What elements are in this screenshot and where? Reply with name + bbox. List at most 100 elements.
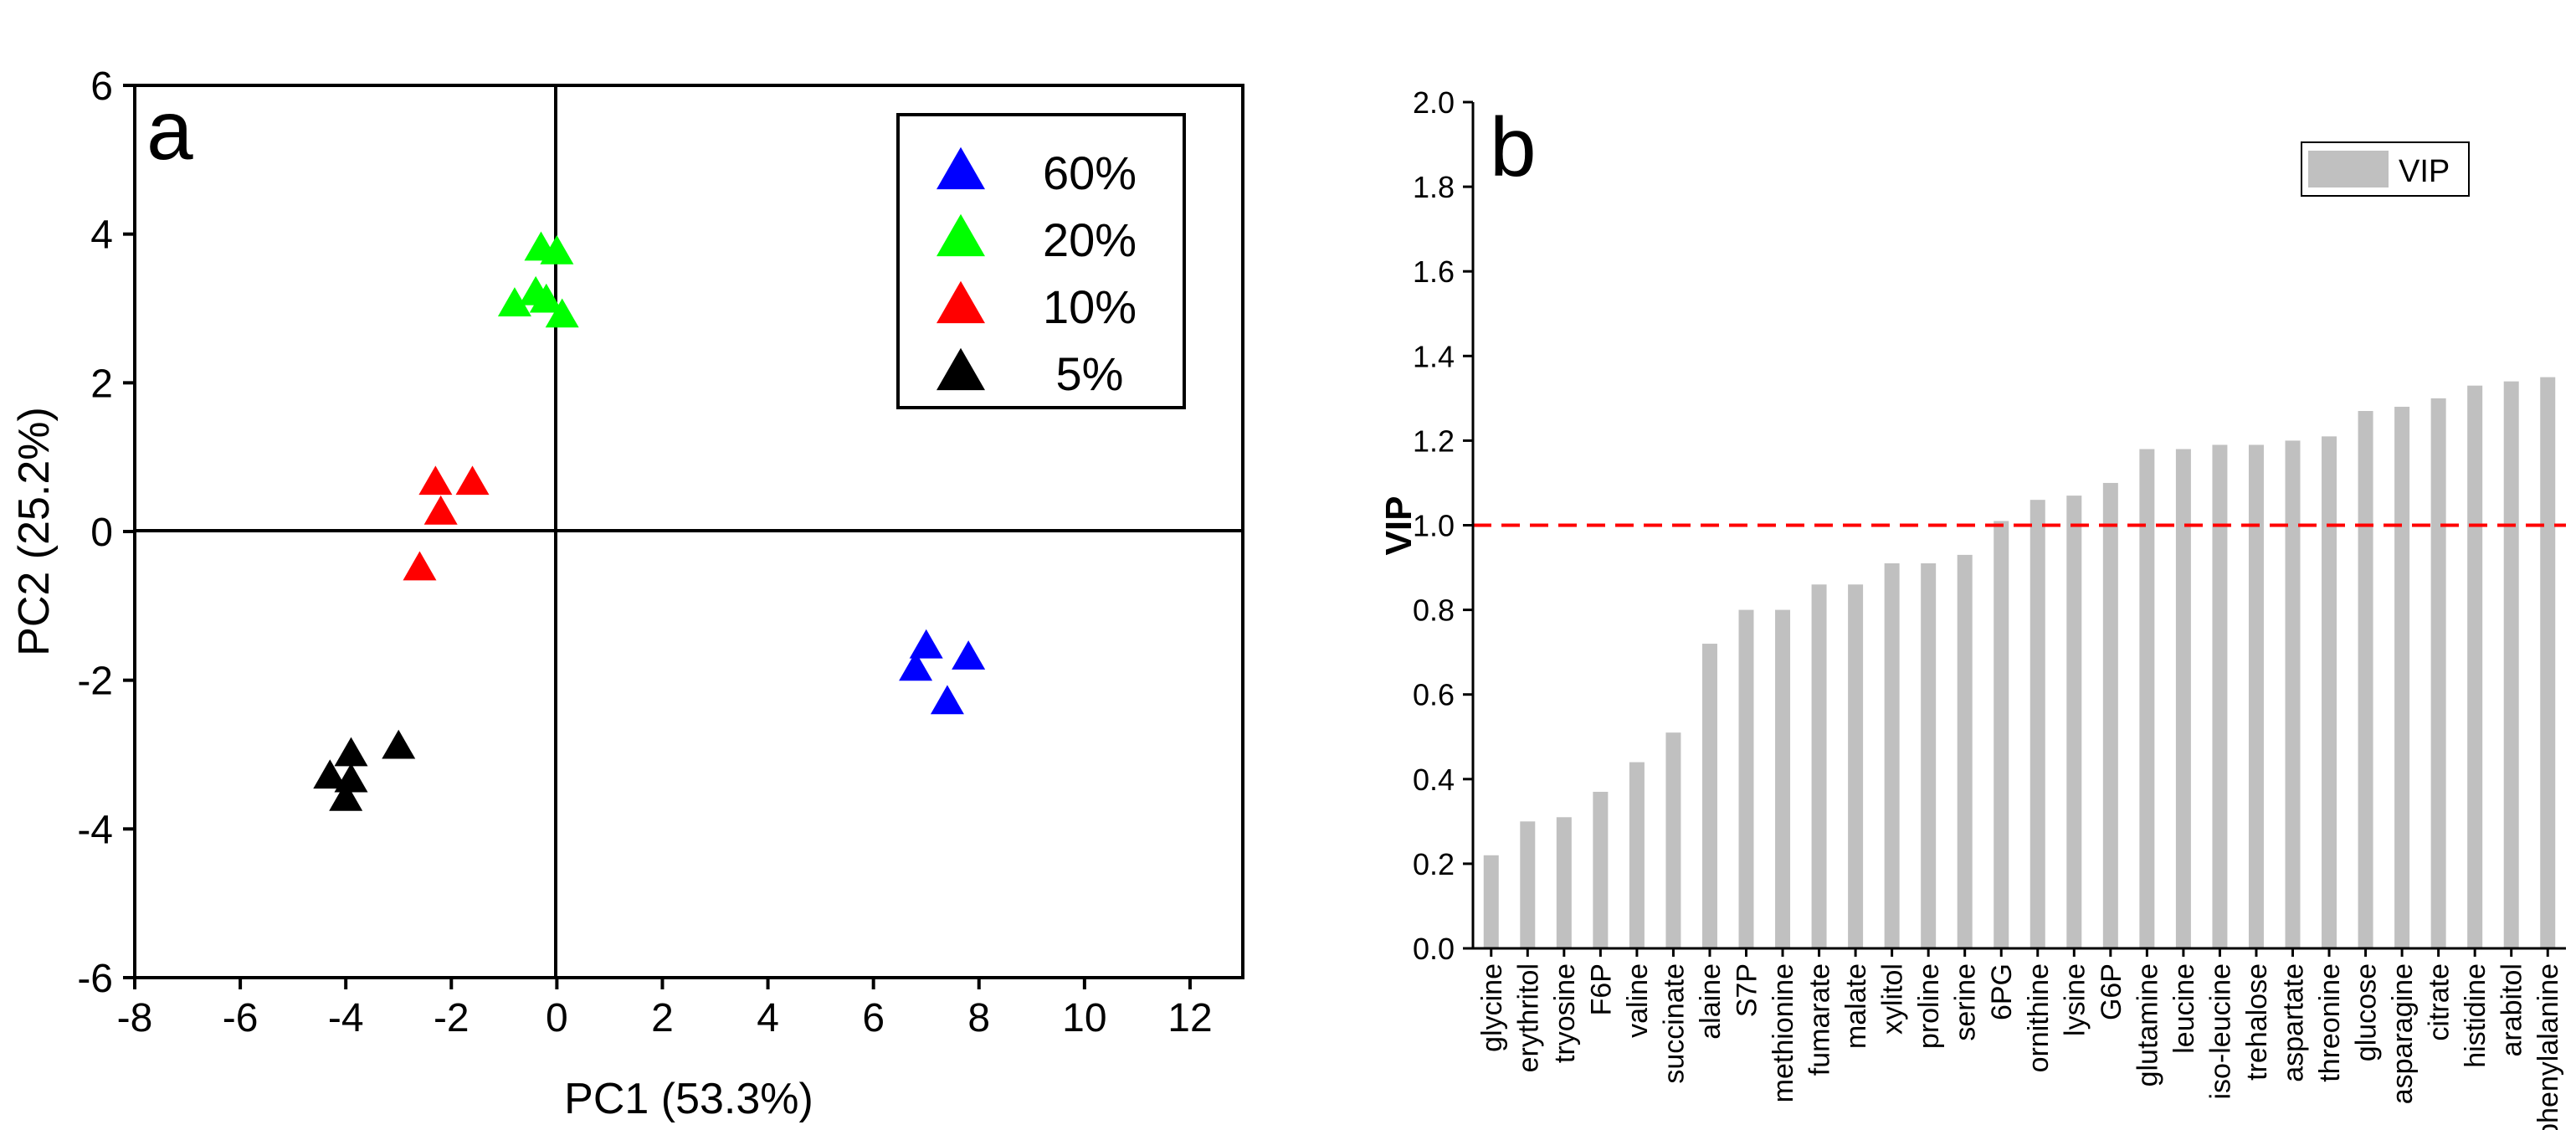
scatter-point [313,759,347,789]
legend-label-vip: VIP [2399,154,2450,189]
vip-bar [1556,817,1572,948]
scatter-point [334,737,368,767]
vip-bar [1811,584,1827,948]
scatter-point [952,640,986,670]
scatter-point [540,234,574,265]
category-label: fumarate [1804,963,1836,1076]
scatter-point [497,287,531,316]
x-tick-label-a: -6 [223,996,259,1040]
category-label: trehalose [2241,963,2273,1081]
vip-bar [1701,644,1717,948]
x-axis-label-a: PC1 (53.3%) [564,1075,813,1123]
category-label: aspartate [2278,963,2310,1082]
vip-bar [1738,609,1754,948]
category-label: malate [1840,963,1872,1049]
category-label: glutamine [2132,963,2163,1086]
y-tick-label-b: 1.4 [1413,339,1455,373]
vip-bar [2503,381,2519,948]
y-axis-label-b: VIP [1378,496,1419,556]
category-label: iso-leucine [2204,963,2236,1100]
legend-b: VIP [2301,141,2470,197]
scatter-point [418,465,453,496]
category-label: proline [1913,963,1945,1049]
category-label: F6P [1585,963,1617,1015]
vip-bar [2029,500,2045,948]
y-axis-label-a: PC2 (25.2%) [10,407,59,656]
category-label: serine [1950,963,1982,1041]
category-label: S7P [1732,963,1763,1017]
category-label: arabitol [2496,963,2528,1057]
vip-bar [1957,554,1973,948]
scatter-point [403,551,437,581]
y-tick-label-b: 1.2 [1413,424,1455,458]
scatter-point [329,781,363,811]
y-tick-label-a: -4 [77,808,113,852]
category-label: valine [1622,963,1654,1038]
category-label: threonine [2314,963,2346,1082]
vip-bar [1775,609,1791,948]
legend-box-a [896,113,1186,409]
category-label: G6P [2096,963,2127,1020]
vip-bar [1994,521,2009,948]
vip-bar [2430,398,2446,949]
vip-bar [2322,436,2337,948]
category-label: asparagine [2387,963,2419,1104]
vip-bar [2248,444,2264,948]
x-tick-label-a: 0 [546,996,568,1040]
vip-bar [2285,440,2301,948]
y-tick-label-b: 0.2 [1413,847,1455,881]
category-label: glucose [2351,963,2383,1061]
legend-label-a: 60% [1043,146,1137,199]
vip-bar [2394,406,2410,949]
category-label: citrate [2424,963,2455,1041]
scatter-point [423,495,458,525]
scatter-point [909,629,943,659]
y-tick-label-a: 6 [90,64,113,109]
category-label: phenylalanine [2532,963,2564,1130]
category-label: alaine [1695,963,1727,1040]
category-label: xylitol [1877,963,1909,1035]
vip-bar [1520,821,1536,948]
x-tick-label-a: 12 [1167,996,1212,1040]
legend-marker-a [936,280,985,324]
category-label: lysine [2059,963,2091,1036]
x-tick-label-a: -4 [328,996,364,1040]
y-tick-label-a: 0 [90,511,113,555]
scatter-point [334,763,368,793]
panel-label-a: a [146,84,193,177]
x-tick-label-a: 2 [651,996,674,1040]
y-tick-label-b: 2.0 [1413,85,1455,120]
vip-bar [1921,562,1937,948]
vip-bar [1593,791,1609,948]
vip-bar [2212,444,2228,948]
category-label: ornithine [2023,963,2055,1072]
x-tick-label-a: 8 [967,996,990,1040]
y-tick-label-b: 0.0 [1413,932,1455,966]
legend-marker-a [936,146,985,190]
x-tick-label-a: 6 [862,996,885,1040]
vip-bar [2467,385,2483,948]
legend-a: 60% 20% 10% 5% [896,113,1186,409]
scatter-point [455,465,490,496]
scatter-point [382,729,416,759]
y-tick-label-a: 2 [90,362,113,406]
x-tick-label-a: -8 [117,996,153,1040]
category-label: glycine [1476,963,1508,1052]
y-tick-label-a: -2 [77,660,113,704]
category-label: 6PG [1986,963,2018,1020]
scatter-point [930,685,964,715]
plot-frame-a [133,84,1244,979]
y-tick-label-b: 1.8 [1413,170,1455,204]
vip-bar [2358,411,2373,948]
x-tick-label-a: 10 [1062,996,1106,1040]
y-tick-label-b: 0.4 [1413,763,1455,797]
y-tick-label-b: 0.6 [1413,678,1455,712]
category-label: methionine [1768,963,1799,1102]
y-tick-label-a: -6 [77,957,113,1001]
y-tick-label-b: 1.0 [1413,509,1455,543]
panel-b-vip-bars: 0.0 0.2 0.4 0.6 0.8 1.0 1.2 1.4 1.6 1.8 2.0 glycine… [1378,85,2566,1130]
legend-swatch-vip [2308,151,2389,187]
vip-bar [2175,449,2191,948]
